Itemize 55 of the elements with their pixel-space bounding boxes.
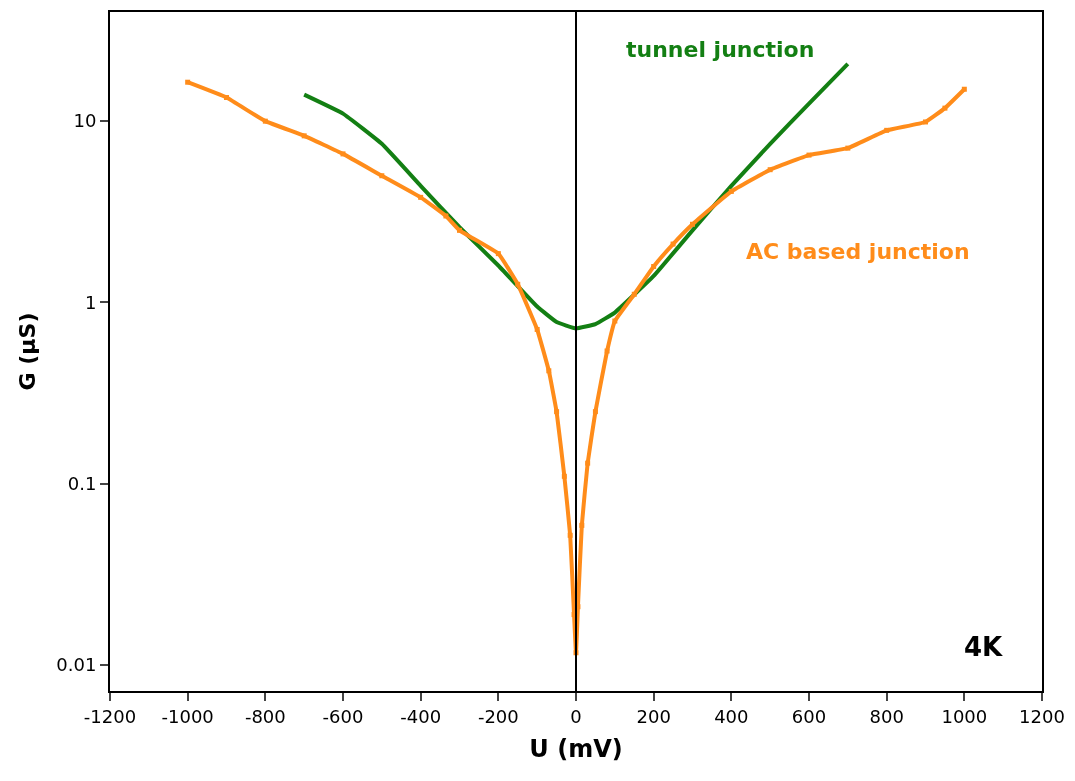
point	[579, 522, 585, 528]
x-axis-title: U (mV)	[529, 735, 623, 764]
y-axis-title: G (µS)	[14, 312, 40, 391]
y-tick-label: 10	[73, 110, 97, 132]
series-label: tunnel junction	[626, 37, 815, 62]
x-tick-label: 200	[636, 705, 671, 727]
point	[690, 221, 695, 227]
x-tick-label: -600	[322, 705, 364, 727]
x-tick-label: 1200	[1019, 705, 1065, 727]
point	[457, 227, 462, 233]
y-tick-label: 0.01	[56, 654, 97, 676]
point	[561, 473, 567, 479]
annotation: 4K	[964, 632, 1004, 662]
point	[554, 409, 560, 415]
x-tick-label: -800	[244, 705, 286, 727]
point	[585, 460, 591, 466]
point	[567, 532, 573, 538]
point	[495, 251, 501, 257]
point	[631, 291, 637, 297]
y-tick-label: 1	[84, 291, 97, 313]
point	[443, 213, 449, 219]
point	[604, 348, 610, 354]
x-tick-label: 1000	[941, 705, 988, 727]
point	[806, 152, 812, 158]
point	[340, 151, 346, 157]
x-tick-label: -1200	[83, 705, 137, 727]
point	[185, 79, 191, 85]
point	[224, 95, 229, 101]
point	[534, 326, 540, 332]
y-tick-label: 0.1	[67, 473, 97, 495]
x-tick-label: 600	[791, 705, 827, 727]
point	[301, 133, 307, 139]
x-tick-label: 800	[869, 705, 904, 727]
point	[262, 118, 268, 124]
point	[592, 409, 598, 415]
point	[961, 86, 967, 92]
point	[728, 188, 734, 194]
x-tick-label: -1000	[161, 705, 214, 727]
point	[612, 318, 618, 324]
x-tick-label: 400	[714, 705, 749, 727]
point	[670, 241, 676, 247]
point	[515, 281, 521, 287]
point	[923, 119, 928, 125]
point	[942, 105, 948, 111]
point	[651, 263, 657, 269]
point	[379, 173, 385, 179]
x-tick-label: 0	[570, 705, 582, 727]
x-tick-label: -400	[400, 705, 442, 727]
point	[845, 145, 851, 151]
point	[767, 167, 773, 173]
text: AC based junction	[746, 239, 970, 264]
x-tick-label: -200	[477, 705, 519, 727]
point	[546, 368, 552, 374]
point	[884, 127, 890, 133]
point	[418, 194, 424, 200]
